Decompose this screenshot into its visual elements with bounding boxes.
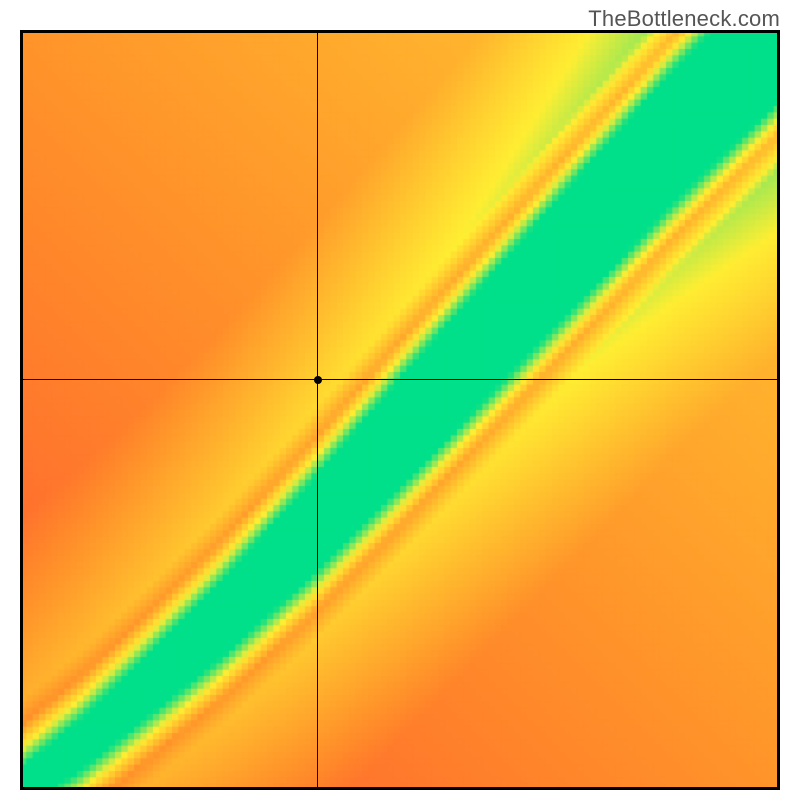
chart-container: TheBottleneck.com [0,0,800,800]
crosshair-vertical [317,30,318,790]
watermark-text: TheBottleneck.com [588,6,780,32]
crosshair-horizontal [20,379,780,380]
heatmap-canvas [20,30,780,790]
crosshair-dot [314,376,322,384]
